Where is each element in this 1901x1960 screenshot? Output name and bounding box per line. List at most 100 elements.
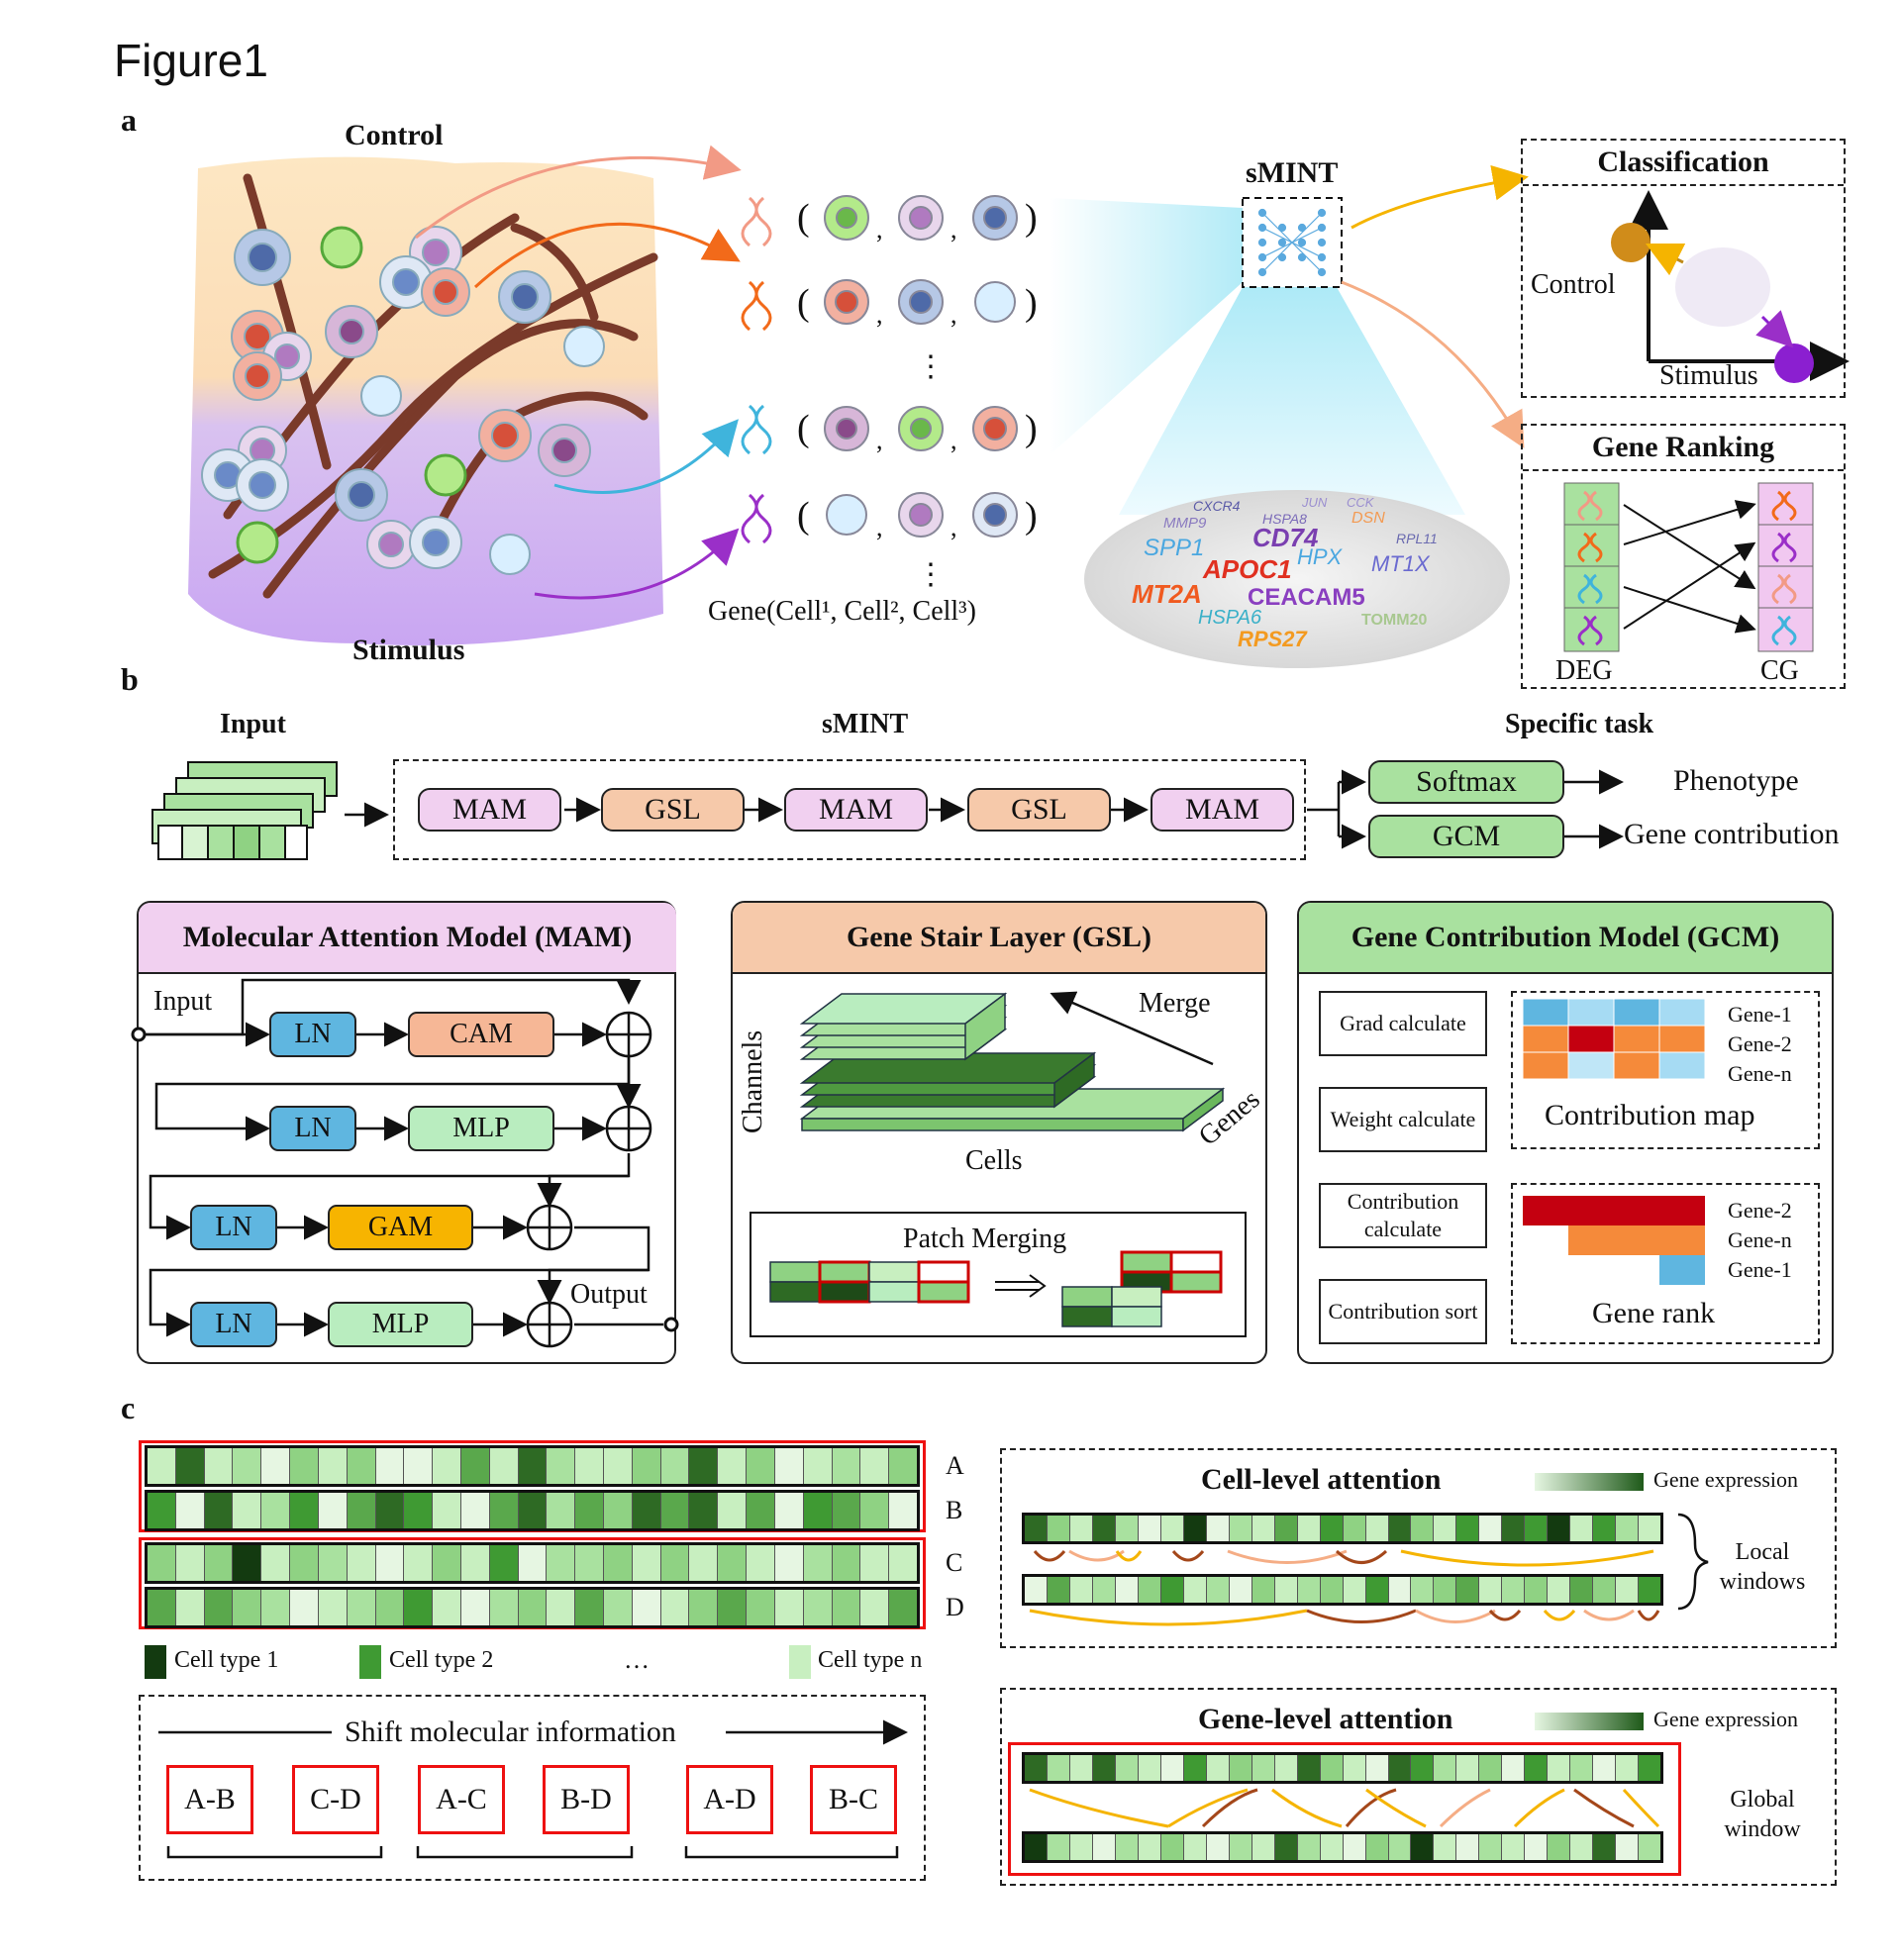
sequence-cell <box>1616 1755 1640 1781</box>
sequence-cell <box>604 1545 633 1581</box>
sequence-cell <box>1525 1516 1549 1541</box>
sequence-cell <box>718 1590 748 1625</box>
sequence-cell <box>889 1545 917 1581</box>
sequence-cell <box>1502 1577 1526 1603</box>
sequence-cell <box>1502 1834 1526 1860</box>
sequence-cell <box>1616 1516 1640 1541</box>
svg-text:,: , <box>950 300 957 329</box>
sequence-cell <box>1160 1834 1184 1860</box>
sequence-cell <box>1593 1755 1617 1781</box>
sequence-cell <box>1639 1577 1661 1603</box>
sequence-cell <box>547 1493 576 1528</box>
sequence-cell <box>1411 1516 1435 1541</box>
sequence-cell <box>1456 1834 1480 1860</box>
mam-input-label: Input <box>153 986 213 1017</box>
gene-word: CCK <box>1347 495 1374 510</box>
sequence-cell <box>433 1448 461 1484</box>
gcm-title: Gene Contribution Model (GCM) <box>1299 903 1832 974</box>
sequence-cell <box>803 1493 833 1528</box>
sequence-cell <box>774 1545 804 1581</box>
mam-mlp-1: MLP <box>408 1106 554 1151</box>
sequence-cell <box>1388 1755 1412 1781</box>
sequence-cell <box>1320 1577 1344 1603</box>
svg-text:,: , <box>950 215 957 244</box>
sequence-cell <box>518 1448 548 1484</box>
sequence-cell <box>1069 1755 1093 1781</box>
sequence-cell <box>1274 1755 1298 1781</box>
mam-output-label: Output <box>570 1279 648 1310</box>
sequence-cell <box>689 1590 719 1625</box>
svg-text:,: , <box>950 426 957 454</box>
sequence-row-d <box>145 1587 920 1628</box>
sequence-cell <box>1388 1516 1412 1541</box>
sequence-cell <box>1251 1577 1275 1603</box>
classification-plot <box>1611 190 1850 383</box>
sequence-cell <box>1320 1755 1344 1781</box>
sequence-cell <box>233 1545 262 1581</box>
row-label-d: D <box>946 1593 964 1621</box>
sequence-cell <box>1593 1577 1617 1603</box>
svg-text:(: ( <box>797 408 810 449</box>
sequence-cell <box>148 1448 176 1484</box>
sequence-cell <box>747 1493 775 1528</box>
sequence-cell <box>1479 1834 1503 1860</box>
gene-word: DSN <box>1351 510 1385 527</box>
mam-title: Molecular Attention Model (MAM) <box>139 903 676 974</box>
input-label: Input <box>220 709 286 739</box>
gene-ranking-title: Gene Ranking <box>1523 426 1844 471</box>
sequence-cell <box>1320 1834 1344 1860</box>
tissue-illustration <box>188 156 663 646</box>
sequence-cell <box>1570 1834 1594 1860</box>
map-gene-1: Gene-1 <box>1728 1002 1792 1027</box>
sequence-cell <box>1229 1516 1252 1541</box>
sequence-cell <box>1502 1755 1526 1781</box>
legend-type2: Cell type 2 <box>389 1647 494 1673</box>
sequence-cell <box>375 1590 405 1625</box>
sequence-cell <box>1297 1516 1321 1541</box>
control-label: Control <box>345 119 444 151</box>
gcm-step-weight: Weight calculate <box>1319 1087 1487 1152</box>
sequence-cell <box>1479 1755 1503 1781</box>
gene-word: HSPA6 <box>1198 607 1262 629</box>
sequence-cell <box>1183 1755 1207 1781</box>
gene-level-windows: Global window <box>1724 1787 1801 1842</box>
sequence-row-a <box>145 1445 920 1487</box>
sequence-cell <box>347 1493 376 1528</box>
gcm-block: GCM <box>1368 815 1564 858</box>
sequence-cell <box>261 1493 291 1528</box>
gene-cell-label: Gene(Cell¹, Cell², Cell³) <box>708 596 976 627</box>
sequence-cell <box>1025 1834 1048 1860</box>
sequence-cell <box>575 1493 604 1528</box>
mam-ln-1: LN <box>269 1012 356 1057</box>
sequence-cell <box>1365 1516 1389 1541</box>
sequence-cell <box>375 1545 405 1581</box>
sequence-cell <box>1251 1755 1275 1781</box>
sequence-cell <box>1274 1577 1298 1603</box>
sequence-cell <box>404 1493 434 1528</box>
deg-label: DEG <box>1555 655 1613 686</box>
sequence-cell <box>575 1545 604 1581</box>
sequence-cell <box>1388 1577 1412 1603</box>
gene-word: SPP1 <box>1144 535 1205 561</box>
smint-label-a: sMINT <box>1246 156 1339 189</box>
sequence-cell <box>1525 1834 1549 1860</box>
rank-gene-2: Gene-n <box>1728 1227 1792 1252</box>
sequence-cell <box>1183 1516 1207 1541</box>
sequence-cell <box>832 1545 861 1581</box>
mam-ln-3: LN <box>190 1205 277 1250</box>
svg-text:,: , <box>876 426 883 454</box>
sequence-cell <box>1206 1755 1230 1781</box>
sequence-cell <box>860 1493 890 1528</box>
gsl-title: Gene Stair Layer (GSL) <box>733 903 1265 974</box>
pair-ab: A-B <box>166 1765 253 1834</box>
sequence-cell <box>489 1493 519 1528</box>
sequence-cell <box>1502 1516 1526 1541</box>
sequence-cell <box>1548 1834 1571 1860</box>
svg-text:): ) <box>1025 197 1038 239</box>
svg-text:⋮: ⋮ <box>916 558 946 591</box>
sequence-cell <box>1274 1834 1298 1860</box>
sequence-cell <box>632 1590 661 1625</box>
sequence-cell <box>774 1448 804 1484</box>
